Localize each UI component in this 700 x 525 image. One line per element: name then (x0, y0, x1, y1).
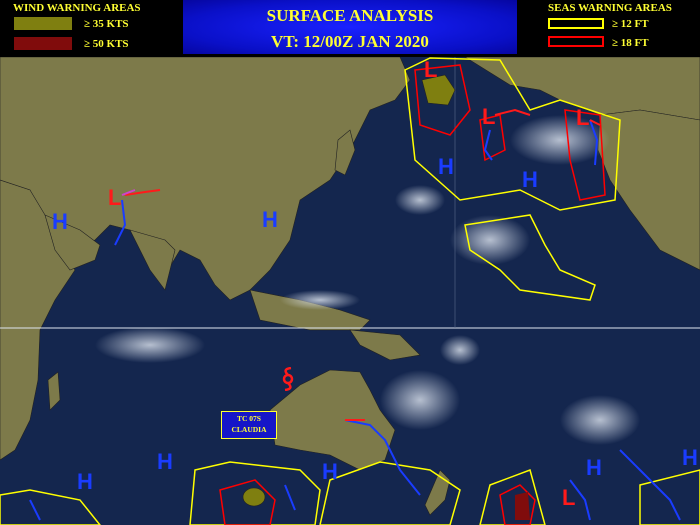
seas-18-swatch (548, 36, 604, 47)
seas-18ft-areas (219, 64, 606, 525)
high-pressure-marker: H (77, 469, 93, 494)
landmasses (0, 57, 700, 516)
new-guinea (349, 329, 421, 361)
madagascar (47, 371, 61, 411)
low-pressure-marker: L (576, 105, 590, 130)
wind-warning-areas (242, 74, 530, 520)
high-pressure-marker: H (322, 459, 338, 484)
high-pressure-marker: H (262, 207, 278, 232)
high-pressure-marker: H (52, 209, 68, 234)
north-america (597, 109, 700, 271)
page-title: SURFACE ANALYSIS (266, 6, 434, 25)
valid-time: VT: 12/00Z JAN 2020 (271, 32, 429, 51)
wind-50-label: ≥ 50 KTS (84, 38, 129, 50)
legend-header: WIND WARNING AREAS ≥ 35 KTS ≥ 50 KTS SUR… (0, 0, 700, 56)
map-canvas (0, 57, 700, 525)
wind-50-swatch (14, 37, 72, 50)
wind-35-label: ≥ 35 KTS (84, 18, 129, 30)
fronts (29, 108, 681, 521)
wind-35-swatch (14, 17, 72, 30)
wind-legend-title: WIND WARNING AREAS (13, 2, 141, 14)
cloud-cover (95, 115, 640, 445)
tropical-cyclone-icon (282, 367, 294, 391)
seas-legend-title: SEAS WARNING AREAS (548, 2, 672, 14)
high-pressure-marker: H (682, 445, 698, 470)
tc-label-storm: CLAUDIA (231, 425, 267, 434)
seas-18-label: ≥ 18 FT (612, 37, 649, 49)
japan (334, 129, 356, 176)
india (129, 229, 176, 291)
low-pressure-marker: L (108, 185, 122, 210)
seas-12-swatch (548, 18, 604, 29)
high-pressure-marker: H (438, 154, 454, 179)
tc-label-name: TC 07S (237, 414, 261, 423)
title-box: SURFACE ANALYSIS VT: 12/00Z JAN 2020 (183, 0, 517, 54)
seas-12-label: ≥ 12 FT (612, 18, 649, 30)
low-pressure-marker: L (482, 104, 496, 129)
low-pressure-marker: L (424, 57, 438, 82)
high-pressure-marker: H (522, 167, 538, 192)
high-pressure-marker: H (586, 455, 602, 480)
high-pressure-marker: H (157, 449, 173, 474)
new-zealand (424, 469, 451, 516)
low-pressure-marker: L (562, 485, 576, 510)
australia (269, 369, 396, 471)
tc-label: TC 07S CLAUDIA (221, 411, 277, 439)
arabia (44, 214, 101, 271)
seas-12ft-areas (0, 57, 700, 525)
